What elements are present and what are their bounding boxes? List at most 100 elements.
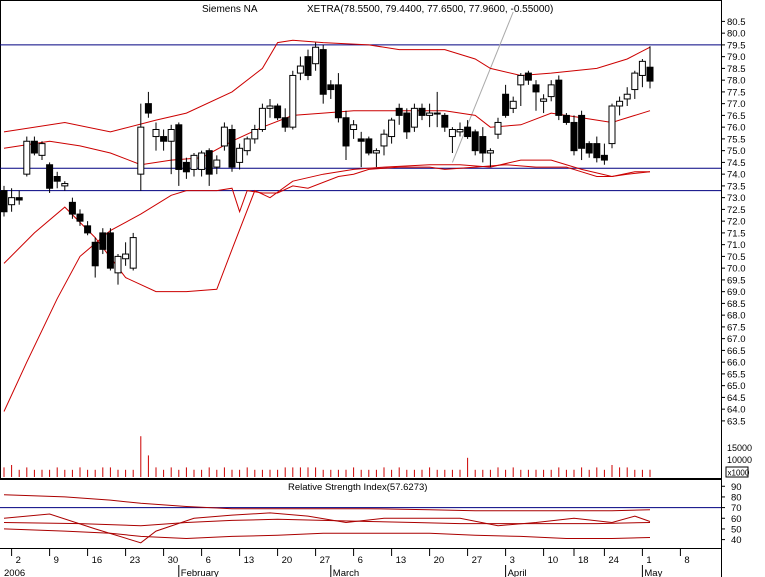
candle-65 [494, 117, 502, 139]
candle-38 [289, 70, 297, 130]
date-tick-label: 8 [684, 555, 689, 566]
volume-tick-10000: 10000 [727, 455, 752, 465]
candle-76 [578, 110, 586, 161]
candle-body [555, 79, 563, 116]
candle-66 [502, 84, 510, 118]
trendline-segment [451, 11, 514, 163]
candle-body [76, 213, 84, 222]
candle-body [646, 66, 654, 82]
candle-body [175, 124, 183, 170]
band-ma_low [3, 164, 651, 412]
trendline [451, 11, 514, 163]
price-tick-label: 80.0 [727, 29, 746, 40]
price-tick-label: 76.5 [727, 111, 746, 122]
candle-48 [365, 136, 373, 156]
candle-body [91, 241, 99, 267]
candle-69 [524, 70, 532, 85]
month-label: March [333, 568, 359, 577]
candle-body [578, 114, 586, 149]
date-tick-label: 20 [282, 555, 293, 566]
candle-body [129, 237, 137, 269]
date-tick-label: 10 [548, 555, 559, 566]
candle-body [403, 112, 411, 133]
candle-body [357, 138, 365, 142]
candle-body [494, 121, 502, 135]
price-tick-label: 74.5 [727, 158, 746, 169]
candle-body [30, 140, 38, 154]
month-label: April [508, 568, 527, 577]
price-tick-label: 64.5 [727, 393, 746, 404]
candle-body [137, 126, 145, 175]
candle-body [380, 133, 388, 147]
candle-body [266, 105, 274, 109]
candle-body [198, 152, 206, 170]
candle-83 [631, 70, 639, 99]
candle-45 [342, 110, 350, 161]
price-tick-label: 72.5 [727, 205, 746, 216]
price-tick-label: 67.0 [727, 334, 746, 345]
candle-13 [99, 228, 107, 255]
candle-18 [137, 103, 145, 191]
candle-47 [357, 131, 365, 168]
chart-subtitle: XETRA(78.5500, 79.4400, 77.6500, 77.9600… [307, 4, 553, 15]
candle-body [464, 126, 472, 138]
candle-10 [76, 209, 84, 226]
candle-body [274, 105, 282, 119]
rsi-tick-label: 90 [731, 482, 742, 493]
candle-body [23, 140, 31, 175]
rsi-tick-label: 70 [731, 503, 742, 514]
candle-7 [53, 171, 61, 189]
price-tick-label: 77.0 [727, 99, 746, 110]
band-upper [3, 39, 651, 133]
candle-30 [228, 124, 236, 172]
candle-70 [532, 80, 540, 111]
price-tick-label: 72.0 [727, 217, 746, 228]
price-tick-label: 68.5 [727, 299, 746, 310]
candle-body [395, 107, 403, 116]
candle-body [304, 56, 312, 76]
candle-25 [190, 153, 198, 177]
candle-53 [403, 108, 411, 139]
candle-82 [623, 87, 631, 106]
price-tick-label: 65.0 [727, 381, 746, 392]
date-tick-label: 24 [608, 555, 619, 566]
price-tick-label: 80.5 [727, 17, 746, 28]
date-tick-label: 16 [92, 555, 103, 566]
candle-body [585, 143, 593, 154]
candle-body [258, 107, 266, 130]
candle-73 [555, 75, 563, 121]
candle-6 [46, 162, 54, 193]
candle-31 [236, 143, 244, 170]
candle-26 [198, 150, 206, 177]
candle-19 [144, 91, 152, 118]
candle-9 [68, 197, 76, 219]
volume-tick-15000: 15000 [727, 443, 752, 453]
price-tick-label: 66.5 [727, 346, 746, 357]
price-tick-label: 70.0 [727, 264, 746, 275]
candle-body [319, 49, 327, 95]
rsi-series-1 [3, 518, 651, 527]
price-tick-label: 71.5 [727, 228, 746, 239]
candle-body [471, 131, 479, 152]
candle-1 [8, 188, 16, 212]
candle-body [213, 159, 221, 168]
candle-body [623, 93, 631, 100]
price-tick-label: 78.5 [727, 64, 746, 75]
candle-27 [205, 148, 213, 186]
candle-body [334, 84, 342, 119]
price-axis-ticks: 80.580.079.579.078.578.077.577.076.576.0… [721, 17, 746, 427]
candle-body [486, 150, 494, 154]
price-tick-label: 74.0 [727, 170, 746, 181]
rsi-title: Relative Strength Index(57.6273) [288, 482, 427, 493]
date-tick-label: 18 [578, 555, 589, 566]
date-tick-label: 27 [472, 555, 483, 566]
candle-body [479, 136, 487, 154]
price-tick-label: 79.0 [727, 52, 746, 63]
candle-body [388, 119, 396, 138]
candle-body [410, 107, 418, 128]
candle-41 [312, 42, 320, 71]
candle-body [99, 232, 107, 250]
rsi-tick-label: 40 [731, 535, 742, 546]
